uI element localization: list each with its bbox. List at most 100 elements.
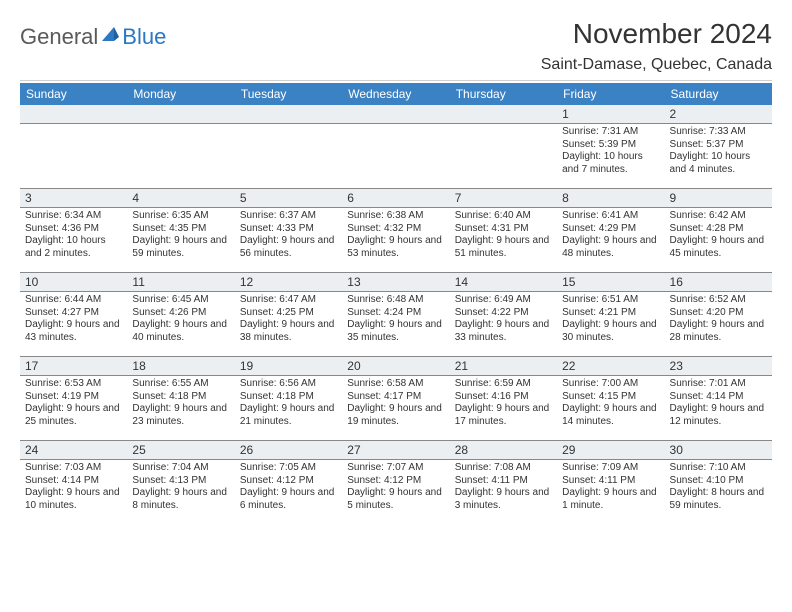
day-number: 17 [20,357,127,375]
day-number-cell: 9 [665,189,772,208]
day-data: Sunrise: 7:31 AMSunset: 5:39 PMDaylight:… [557,124,664,188]
sunset-text: Sunset: 4:10 PM [670,475,767,488]
day-number: 13 [342,273,449,291]
sunrise-text: Sunrise: 7:09 AM [562,462,659,475]
logo-sail-icon [100,25,120,50]
sunrise-text: Sunrise: 6:37 AM [240,210,337,223]
daylight-text: Daylight: 9 hours and 51 minutes. [455,235,552,260]
day-data-cell: Sunrise: 7:31 AMSunset: 5:39 PMDaylight:… [557,124,664,189]
sunset-text: Sunset: 4:31 PM [455,223,552,236]
day-number-cell: 22 [557,357,664,376]
day-number: 14 [450,273,557,291]
day-data-cell: Sunrise: 6:55 AMSunset: 4:18 PMDaylight:… [127,376,234,441]
sunset-text: Sunset: 4:12 PM [240,475,337,488]
sunrise-text: Sunrise: 6:44 AM [25,294,122,307]
day-number-cell: 21 [450,357,557,376]
day-number: 15 [557,273,664,291]
sunrise-text: Sunrise: 7:05 AM [240,462,337,475]
weekday-header: Sunday [20,83,127,105]
day-data-cell: Sunrise: 6:45 AMSunset: 4:26 PMDaylight:… [127,292,234,357]
sunset-text: Sunset: 4:26 PM [132,307,229,320]
day-data-cell: Sunrise: 7:08 AMSunset: 4:11 PMDaylight:… [450,460,557,525]
header: General Blue November 2024 Saint-Damase,… [20,18,772,74]
day-data: Sunrise: 7:05 AMSunset: 4:12 PMDaylight:… [235,460,342,524]
day-number-cell: 20 [342,357,449,376]
day-number [20,105,127,123]
daylight-text: Daylight: 9 hours and 45 minutes. [670,235,767,260]
day-data: Sunrise: 7:10 AMSunset: 4:10 PMDaylight:… [665,460,772,524]
day-number-cell [342,105,449,124]
sunset-text: Sunset: 4:12 PM [347,475,444,488]
day-number-cell: 18 [127,357,234,376]
divider [20,80,772,81]
day-data [127,124,234,188]
day-data-cell: Sunrise: 6:52 AMSunset: 4:20 PMDaylight:… [665,292,772,357]
daylight-text: Daylight: 9 hours and 6 minutes. [240,487,337,512]
day-number-cell [127,105,234,124]
day-number [235,105,342,123]
sunset-text: Sunset: 4:14 PM [670,391,767,404]
day-number: 10 [20,273,127,291]
day-data: Sunrise: 6:34 AMSunset: 4:36 PMDaylight:… [20,208,127,272]
sunrise-text: Sunrise: 6:56 AM [240,378,337,391]
day-number: 4 [127,189,234,207]
day-data [342,124,449,188]
sunrise-text: Sunrise: 6:35 AM [132,210,229,223]
day-number: 19 [235,357,342,375]
day-number: 5 [235,189,342,207]
logo-text-general: General [20,24,98,50]
sunset-text: Sunset: 4:16 PM [455,391,552,404]
title-block: November 2024 Saint-Damase, Quebec, Cana… [541,18,772,74]
daylight-text: Daylight: 9 hours and 35 minutes. [347,319,444,344]
daylight-text: Daylight: 10 hours and 7 minutes. [562,151,659,176]
day-number: 12 [235,273,342,291]
day-data-cell [342,124,449,189]
day-number-cell: 27 [342,441,449,460]
day-data-cell: Sunrise: 6:35 AMSunset: 4:35 PMDaylight:… [127,208,234,273]
sunset-text: Sunset: 4:14 PM [25,475,122,488]
day-data-cell: Sunrise: 7:33 AMSunset: 5:37 PMDaylight:… [665,124,772,189]
day-number-cell: 29 [557,441,664,460]
day-number-cell: 6 [342,189,449,208]
day-data-cell: Sunrise: 6:34 AMSunset: 4:36 PMDaylight:… [20,208,127,273]
day-data-cell: Sunrise: 7:04 AMSunset: 4:13 PMDaylight:… [127,460,234,525]
day-data: Sunrise: 7:33 AMSunset: 5:37 PMDaylight:… [665,124,772,188]
day-data-cell: Sunrise: 7:09 AMSunset: 4:11 PMDaylight:… [557,460,664,525]
day-data: Sunrise: 6:49 AMSunset: 4:22 PMDaylight:… [450,292,557,356]
daylight-text: Daylight: 9 hours and 53 minutes. [347,235,444,260]
day-number-cell: 5 [235,189,342,208]
day-number-cell: 3 [20,189,127,208]
day-number-cell: 17 [20,357,127,376]
sunset-text: Sunset: 4:20 PM [670,307,767,320]
sunset-text: Sunset: 4:15 PM [562,391,659,404]
day-data-cell: Sunrise: 6:53 AMSunset: 4:19 PMDaylight:… [20,376,127,441]
day-data-cell: Sunrise: 6:48 AMSunset: 4:24 PMDaylight:… [342,292,449,357]
day-data-cell: Sunrise: 6:51 AMSunset: 4:21 PMDaylight:… [557,292,664,357]
daylight-text: Daylight: 9 hours and 33 minutes. [455,319,552,344]
day-number-cell: 24 [20,441,127,460]
day-number-cell: 14 [450,273,557,292]
day-data-cell: Sunrise: 6:41 AMSunset: 4:29 PMDaylight:… [557,208,664,273]
daylight-text: Daylight: 9 hours and 23 minutes. [132,403,229,428]
day-number: 6 [342,189,449,207]
day-number-cell [20,105,127,124]
day-number: 29 [557,441,664,459]
day-data-cell: Sunrise: 7:07 AMSunset: 4:12 PMDaylight:… [342,460,449,525]
daylight-text: Daylight: 9 hours and 25 minutes. [25,403,122,428]
day-data-cell: Sunrise: 7:00 AMSunset: 4:15 PMDaylight:… [557,376,664,441]
daylight-text: Daylight: 9 hours and 19 minutes. [347,403,444,428]
sunset-text: Sunset: 4:33 PM [240,223,337,236]
weekday-header: Thursday [450,83,557,105]
day-number-cell: 28 [450,441,557,460]
day-number: 2 [665,105,772,123]
day-number-cell: 10 [20,273,127,292]
weekday-header: Friday [557,83,664,105]
sunset-text: Sunset: 4:18 PM [132,391,229,404]
sunset-text: Sunset: 4:21 PM [562,307,659,320]
day-data: Sunrise: 7:04 AMSunset: 4:13 PMDaylight:… [127,460,234,524]
day-data-cell [450,124,557,189]
month-title: November 2024 [541,18,772,50]
day-number: 9 [665,189,772,207]
day-number [342,105,449,123]
day-data: Sunrise: 7:08 AMSunset: 4:11 PMDaylight:… [450,460,557,524]
